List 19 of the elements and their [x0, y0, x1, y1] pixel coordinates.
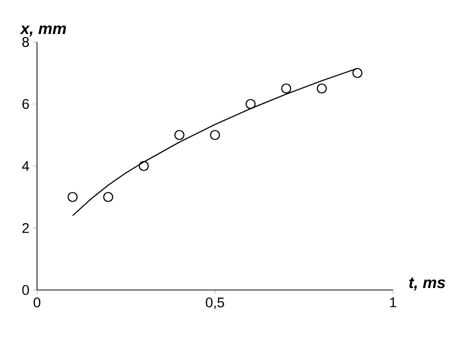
point	[352, 68, 362, 78]
x-axis-title: t, ms	[409, 278, 446, 290]
point	[138, 160, 149, 172]
y-axis-title: x, mm	[20, 25, 66, 36]
point	[103, 192, 114, 202]
y-tick-label: 4	[22, 161, 30, 171]
y-tick-label: 2	[22, 223, 29, 233]
y-tick-label: 0	[22, 285, 29, 295]
point	[174, 130, 184, 140]
x-tick-label: 0	[34, 298, 40, 308]
y-tick-label: 6	[22, 99, 29, 109]
point	[246, 98, 256, 110]
point	[316, 83, 327, 94]
x-tick-label: 1	[390, 298, 396, 308]
point	[210, 130, 220, 140]
y-tick-label: 8	[22, 37, 29, 47]
x-tick-label: 0,5	[206, 298, 224, 310]
point	[68, 192, 78, 202]
point	[281, 83, 292, 94]
